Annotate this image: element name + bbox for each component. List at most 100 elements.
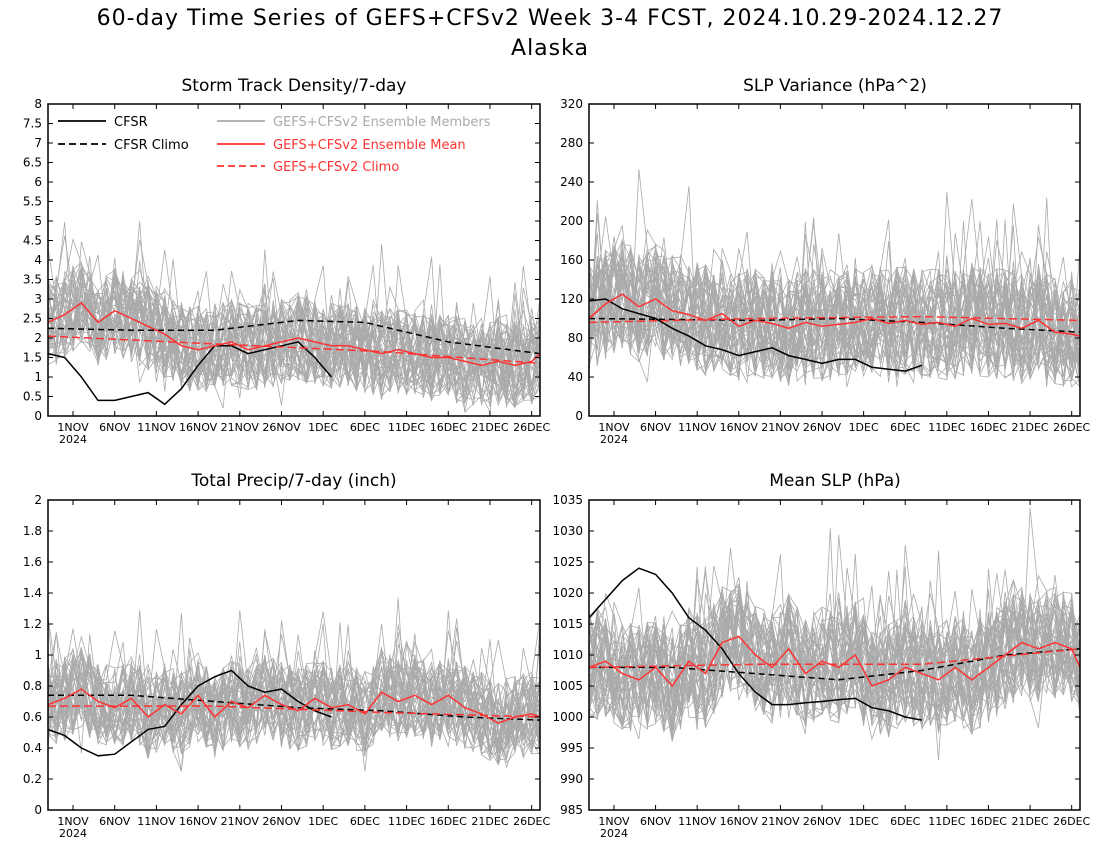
ensemble-member-line (588, 587, 1081, 723)
y-tick-label: 2 (34, 493, 42, 507)
series-line (589, 648, 1081, 681)
plot-frame (47, 499, 541, 811)
y-tick-label: 2 (34, 331, 42, 345)
x-tick-label: 11DEC (928, 815, 965, 828)
series-line (588, 293, 1081, 337)
y-tick-label: 5 (34, 214, 42, 228)
x-tick-label: 16NOV (179, 421, 218, 434)
y-tick-label: 985 (560, 803, 583, 817)
y-tick-label: 0 (575, 409, 583, 423)
y-tick-label: 1.5 (23, 351, 42, 365)
y-tick-label: 6.5 (23, 156, 42, 170)
x-tick-label: 16DEC (430, 421, 467, 434)
y-tick-label: 1035 (552, 493, 583, 507)
x-tick-label: 11DEC (388, 815, 425, 828)
y-tick-label: 5.5 (23, 195, 42, 209)
x-tick-label: 26DEC (1053, 421, 1090, 434)
x-tick-label: 1NOV (598, 815, 630, 828)
y-tick-label: 6 (34, 175, 42, 189)
ensemble-member-line (47, 633, 541, 758)
x-tick-label: 16DEC (970, 815, 1007, 828)
y-tick-label: 995 (560, 741, 583, 755)
x-tick-label: 6NOV (640, 421, 672, 434)
ensemble-member-line (588, 245, 1081, 383)
x-year-label: 2024 (59, 827, 87, 840)
series-line (588, 648, 1081, 669)
x-tick-label: 26DEC (513, 815, 550, 828)
series-line (47, 688, 541, 725)
y-tick-label: 2.5 (23, 312, 42, 326)
x-tick-label: 11NOV (137, 815, 176, 828)
ensemble-member-line (588, 239, 1081, 379)
y-tick-label: 1025 (552, 555, 583, 569)
x-tick-label: 21NOV (761, 815, 800, 828)
ensemble-member-line (47, 629, 541, 772)
legend: CFSR CFSR Climo GEFS+CFSv2 Ensemble Member… (58, 115, 491, 175)
ensemble-member-line (47, 220, 541, 398)
y-tick-label: 1005 (552, 679, 583, 693)
y-tick-label: 7.5 (23, 117, 42, 131)
x-tick-label: 1DEC (308, 815, 338, 828)
x-tick-label: 1NOV (57, 815, 89, 828)
y-tick-label: 0.5 (23, 390, 42, 404)
series-line (48, 694, 541, 721)
y-tick-label: 1 (34, 370, 42, 384)
x-year-label: 2024 (600, 827, 628, 840)
x-tick-label: 1DEC (849, 421, 879, 434)
x-tick-label: 26NOV (803, 421, 842, 434)
x-tick-label: 16DEC (430, 815, 467, 828)
x-tick-label: 21DEC (1012, 421, 1049, 434)
ensemble-member-line (47, 647, 541, 750)
x-tick-label: 21NOV (221, 421, 260, 434)
x-tick-label: 1NOV (57, 421, 89, 434)
x-tick-label: 21DEC (1012, 815, 1049, 828)
y-tick-label: 80 (568, 331, 583, 345)
series-line (47, 335, 541, 365)
y-tick-label: 200 (560, 214, 583, 228)
y-tick-label: 0.6 (23, 710, 42, 724)
x-tick-label: 11NOV (678, 815, 717, 828)
series-line (47, 301, 541, 367)
series-line (588, 298, 923, 372)
ensemble-member-line (588, 221, 1081, 381)
ensemble-member-line (588, 244, 1081, 385)
x-tick-label: 6NOV (99, 421, 131, 434)
ensemble-member-line (588, 592, 1081, 731)
ensemble-member-line (588, 528, 1081, 730)
y-tick-label: 1020 (552, 586, 583, 600)
x-tick-label: 16NOV (179, 815, 218, 828)
x-tick-label: 11NOV (137, 421, 176, 434)
y-tick-label: 240 (560, 175, 583, 189)
x-tick-label: 26DEC (513, 421, 550, 434)
y-tick-label: 1015 (552, 617, 583, 631)
chart-panel: Storm Track Density/7-day 0 0.5 1 1.5 2 2.5 3 3.… (23, 76, 551, 446)
chart-panel: Mean SLP (hPa) 985 990 995 1000 1005 1010 1015 1… (552, 471, 1090, 840)
ensemble-member-line (47, 611, 541, 751)
y-tick-label: 3.5 (23, 273, 42, 287)
ensemble-member-line (588, 573, 1081, 730)
y-tick-label: 40 (568, 370, 583, 384)
x-tick-label: 6DEC (890, 815, 920, 828)
legend-label: GEFS+CFSv2 Ensemble Mean (273, 138, 466, 153)
x-tick-label: 21DEC (471, 815, 508, 828)
x-tick-label: 26NOV (262, 421, 301, 434)
series-line (47, 341, 333, 406)
panel-title: Total Precip/7-day (inch) (190, 471, 396, 491)
x-tick-label: 6DEC (350, 421, 380, 434)
y-tick-label: 1 (34, 648, 42, 662)
x-tick-label: 6NOV (640, 815, 672, 828)
ensemble-member-line (47, 285, 541, 401)
y-tick-label: 1010 (552, 648, 583, 662)
x-tick-label: 1NOV (598, 421, 630, 434)
series-line (47, 669, 332, 757)
y-tick-label: 0.8 (23, 679, 42, 693)
series-line (48, 705, 541, 718)
legend-label: CFSR (114, 115, 148, 130)
ensemble-member-line (47, 235, 541, 409)
y-tick-label: 1.6 (23, 555, 42, 569)
y-tick-label: 0 (34, 409, 42, 423)
ensemble-member-line (47, 264, 541, 394)
y-tick-label: 8 (34, 97, 42, 111)
x-tick-label: 11NOV (678, 421, 717, 434)
